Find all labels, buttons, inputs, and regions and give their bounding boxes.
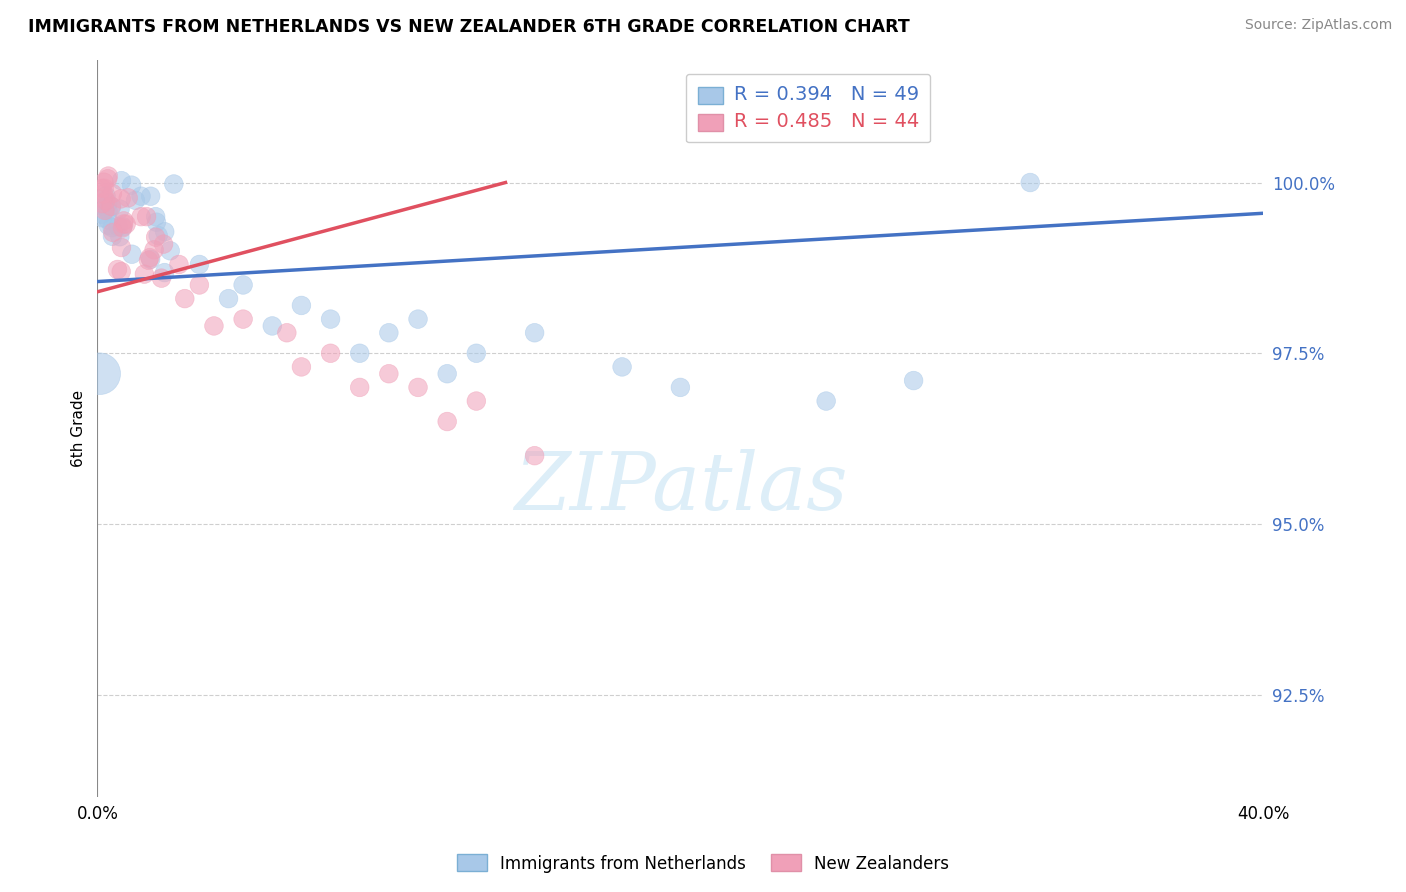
Point: [146, 228, 169, 243]
Point: [129, 210, 152, 224]
Point: [143, 243, 166, 257]
Legend: Immigrants from Netherlands, New Zealanders: Immigrants from Netherlands, New Zealand…: [450, 847, 956, 880]
Point: [90, 181, 112, 195]
Point: [188, 277, 211, 292]
Point: [111, 221, 134, 235]
Point: [290, 298, 312, 312]
Point: [97, 203, 120, 218]
Point: [121, 178, 143, 193]
Point: [93, 181, 115, 195]
Point: [90, 207, 112, 221]
Point: [153, 266, 176, 280]
Point: [139, 251, 162, 265]
Point: [145, 210, 167, 224]
Point: [110, 174, 132, 188]
Point: [100, 200, 122, 214]
Point: [107, 262, 129, 277]
Point: [110, 264, 132, 278]
Point: [101, 186, 124, 201]
Point: [108, 202, 131, 216]
Point: [523, 449, 546, 463]
Point: [94, 203, 117, 218]
Point: [110, 192, 132, 206]
Point: [101, 229, 124, 244]
Point: [97, 196, 120, 211]
Point: [117, 191, 139, 205]
Point: [145, 230, 167, 244]
Text: ZIPatlas: ZIPatlas: [513, 449, 848, 526]
Point: [163, 177, 186, 191]
Point: [465, 346, 488, 360]
Point: [97, 213, 120, 227]
Point: [153, 225, 176, 239]
Point: [93, 175, 115, 189]
Point: [100, 199, 122, 213]
Point: [91, 196, 114, 211]
Point: [262, 318, 284, 333]
Point: [232, 277, 254, 292]
Point: [124, 194, 146, 208]
Point: [108, 229, 131, 244]
Point: [91, 186, 114, 201]
Y-axis label: 6th Grade: 6th Grade: [72, 390, 86, 467]
Point: [101, 226, 124, 240]
Point: [669, 380, 692, 394]
Point: [436, 415, 458, 429]
Point: [97, 169, 120, 183]
Legend: R = 0.394   N = 49, R = 0.485   N = 44: R = 0.394 N = 49, R = 0.485 N = 44: [686, 74, 929, 143]
Point: [91, 211, 114, 225]
Point: [173, 292, 195, 306]
Point: [112, 217, 135, 231]
Point: [465, 394, 488, 409]
Point: [152, 237, 174, 252]
Point: [94, 194, 117, 208]
Point: [93, 200, 115, 214]
Point: [167, 257, 190, 271]
Point: [903, 374, 925, 388]
Point: [111, 219, 134, 234]
Point: [134, 267, 156, 281]
Point: [319, 346, 342, 360]
Point: [290, 359, 312, 374]
Point: [815, 394, 838, 409]
Point: [94, 189, 117, 203]
Point: [112, 214, 135, 228]
Point: [232, 312, 254, 326]
Point: [110, 241, 132, 255]
Point: [218, 292, 240, 306]
Point: [202, 318, 225, 333]
Point: [139, 252, 162, 267]
Point: [150, 271, 173, 285]
Point: [139, 189, 162, 203]
Point: [121, 247, 143, 261]
Point: [349, 380, 371, 394]
Point: [135, 210, 157, 224]
Point: [138, 253, 160, 268]
Point: [145, 215, 167, 229]
Point: [159, 244, 181, 258]
Point: [349, 346, 371, 360]
Point: [129, 189, 152, 203]
Point: [97, 171, 120, 186]
Point: [319, 312, 342, 326]
Point: [101, 220, 124, 235]
Point: [523, 326, 546, 340]
Point: [1019, 176, 1042, 190]
Point: [276, 326, 298, 340]
Point: [89, 367, 111, 381]
Point: [378, 367, 401, 381]
Point: [610, 359, 633, 374]
Point: [406, 380, 429, 394]
Point: [107, 219, 129, 234]
Point: [436, 367, 458, 381]
Point: [188, 257, 211, 271]
Point: [115, 217, 138, 231]
Point: [378, 326, 401, 340]
Point: [406, 312, 429, 326]
Text: IMMIGRANTS FROM NETHERLANDS VS NEW ZEALANDER 6TH GRADE CORRELATION CHART: IMMIGRANTS FROM NETHERLANDS VS NEW ZEALA…: [28, 18, 910, 36]
Text: Source: ZipAtlas.com: Source: ZipAtlas.com: [1244, 18, 1392, 32]
Point: [97, 219, 120, 233]
